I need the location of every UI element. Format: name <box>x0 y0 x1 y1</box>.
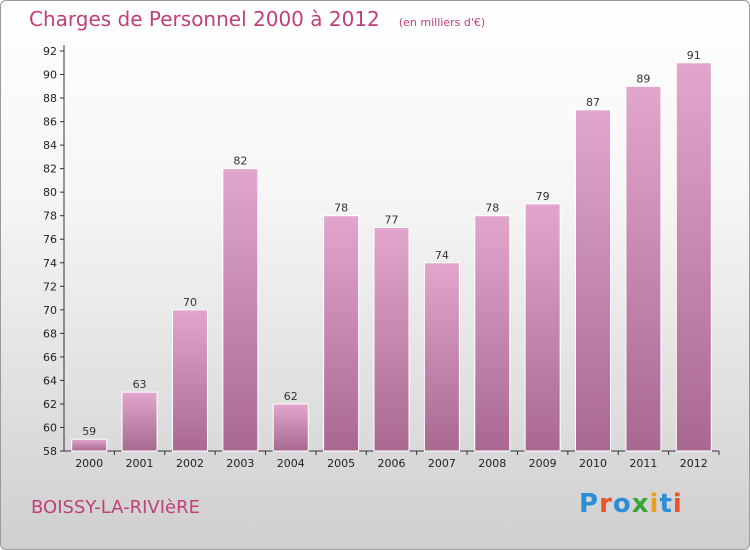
y-tick-label: 84 <box>43 139 57 152</box>
data-label: 89 <box>636 72 650 85</box>
y-tick-label: 76 <box>43 233 57 246</box>
data-label: 91 <box>687 49 701 62</box>
logo-letter: o <box>612 489 632 519</box>
x-tick-label: 2007 <box>428 457 456 470</box>
data-label: 82 <box>233 155 247 168</box>
y-tick-label: 90 <box>43 69 57 82</box>
bar <box>121 391 158 452</box>
y-tick-label: 68 <box>43 327 57 340</box>
x-tick-label: 2010 <box>579 457 607 470</box>
data-label: 78 <box>334 202 348 215</box>
y-tick-label: 70 <box>43 304 57 317</box>
y-tick-label: 62 <box>43 398 57 411</box>
bar <box>423 262 460 452</box>
title-row: Charges de Personnel 2000 à 2012 (en mil… <box>29 7 485 31</box>
logo-letter: P <box>579 489 600 519</box>
y-tick-label: 58 <box>43 445 57 458</box>
data-label: 63 <box>133 378 147 391</box>
y-tick-label: 74 <box>43 257 57 270</box>
y-tick-label: 60 <box>43 421 57 434</box>
logo-letter: r <box>599 489 613 519</box>
y-tick-label: 72 <box>43 280 57 293</box>
y-tick-label: 86 <box>43 116 57 129</box>
data-label: 87 <box>586 96 600 109</box>
logo-letter: t <box>659 489 673 519</box>
y-tick-label: 78 <box>43 210 57 223</box>
data-label: 79 <box>536 190 550 203</box>
data-label: 78 <box>485 202 499 215</box>
y-tick-label: 88 <box>43 92 57 105</box>
bar <box>675 62 712 452</box>
proxiti-logo: Proxiti <box>579 489 683 519</box>
data-label: 74 <box>435 249 449 262</box>
data-label: 70 <box>183 296 197 309</box>
y-tick-label: 64 <box>43 374 57 387</box>
y-tick-label: 82 <box>43 163 57 176</box>
bar <box>272 403 309 452</box>
bar <box>171 309 208 452</box>
y-tick-label: 66 <box>43 351 57 364</box>
logo-letter: i <box>672 489 683 519</box>
place-name: BOISSY-LA-RIVIèRE <box>31 497 200 518</box>
bar <box>524 203 561 452</box>
x-tick-label: 2011 <box>629 457 657 470</box>
data-label: 62 <box>284 390 298 403</box>
x-tick-label: 2000 <box>75 457 103 470</box>
chart-title: Charges de Personnel 2000 à 2012 <box>29 7 380 31</box>
bar <box>575 109 612 452</box>
logo-letter: x <box>631 489 650 519</box>
bar <box>625 85 662 452</box>
x-tick-label: 2001 <box>126 457 154 470</box>
y-tick-label: 92 <box>43 45 57 58</box>
x-tick-label: 2009 <box>529 457 557 470</box>
logo-letter: i <box>649 489 660 519</box>
bar <box>222 168 259 452</box>
x-tick-label: 2003 <box>226 457 254 470</box>
x-tick-label: 2006 <box>378 457 406 470</box>
bar <box>71 438 108 452</box>
data-label: 59 <box>82 425 96 438</box>
chart-unit: (en milliers d'€) <box>398 16 486 29</box>
x-tick-label: 2012 <box>680 457 708 470</box>
bar <box>323 215 360 452</box>
x-tick-label: 2005 <box>327 457 355 470</box>
x-tick-label: 2002 <box>176 457 204 470</box>
data-label: 77 <box>385 213 399 226</box>
x-tick-label: 2008 <box>478 457 506 470</box>
bar <box>474 215 511 452</box>
bar <box>373 226 410 452</box>
y-tick-label: 80 <box>43 186 57 199</box>
x-tick-label: 2004 <box>277 457 305 470</box>
